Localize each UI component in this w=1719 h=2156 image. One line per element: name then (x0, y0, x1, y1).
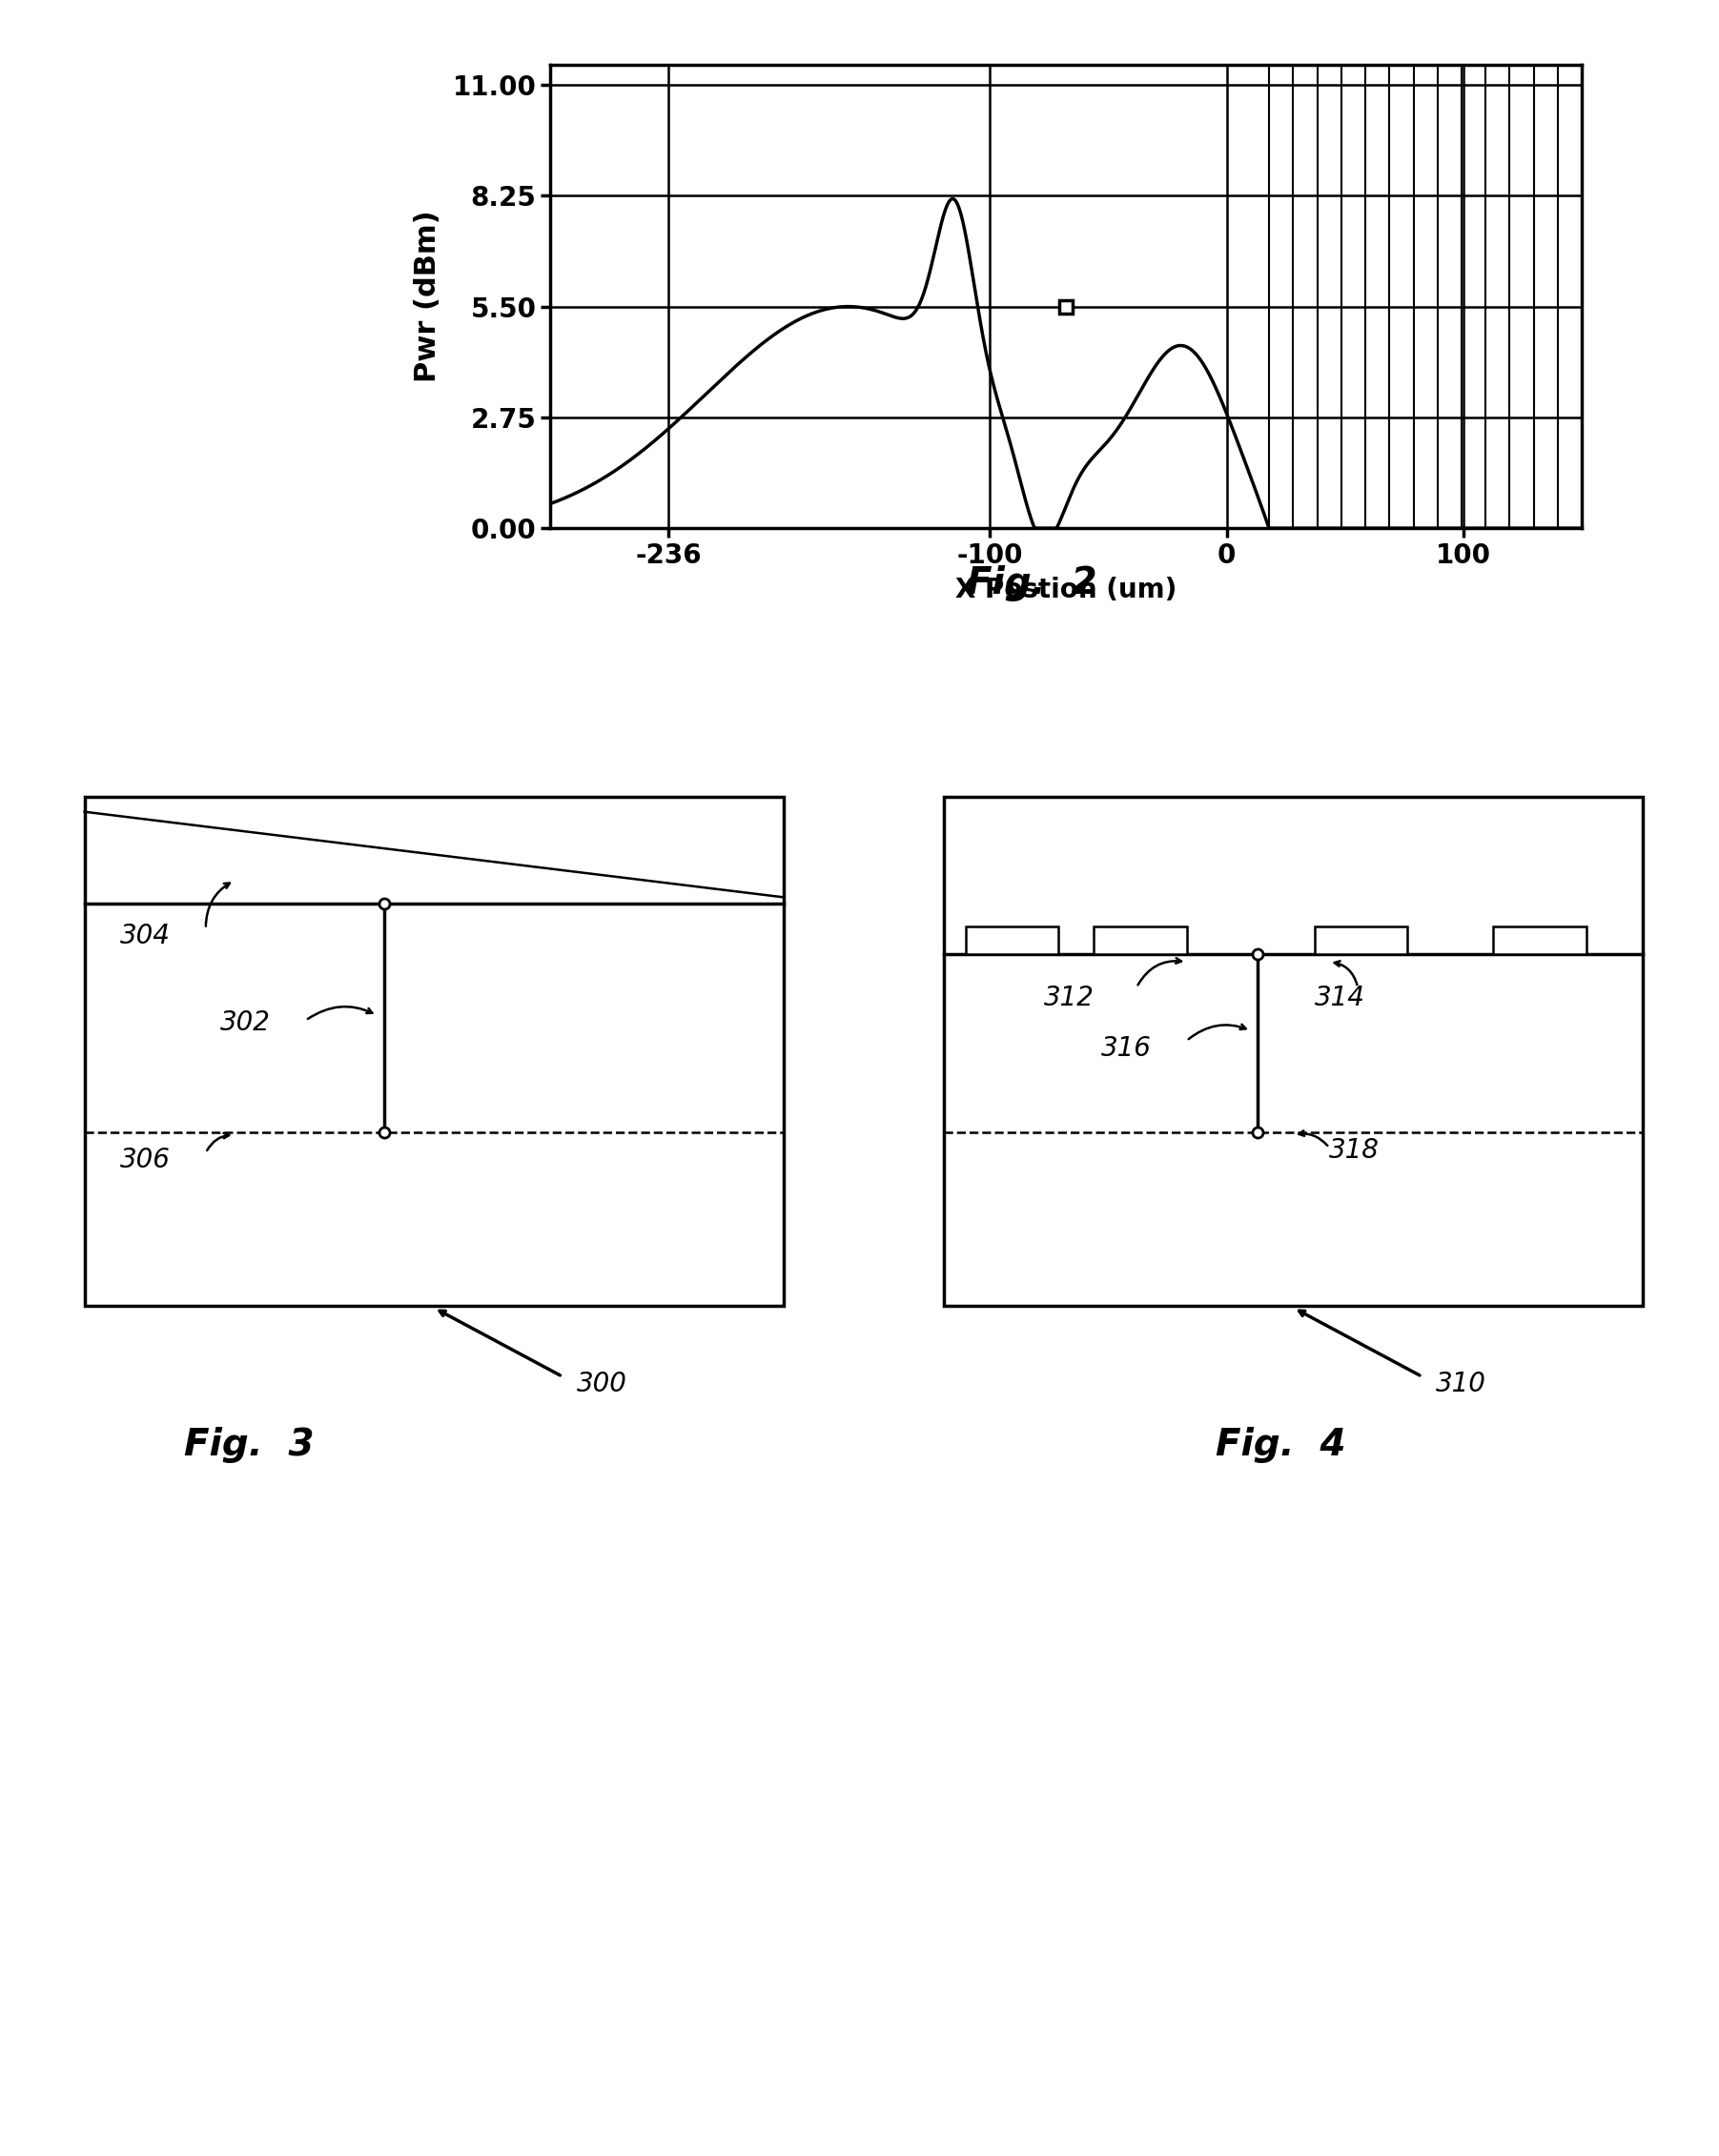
Text: 310: 310 (1437, 1371, 1487, 1397)
Bar (1494, 927, 1587, 955)
Text: Fig.  2: Fig. 2 (966, 565, 1097, 602)
Text: 300: 300 (578, 1371, 627, 1397)
Text: 312: 312 (1043, 983, 1095, 1011)
Text: 314: 314 (1315, 983, 1365, 1011)
Bar (1315, 927, 1408, 955)
Text: Fig.  3: Fig. 3 (184, 1427, 315, 1464)
Text: 304: 304 (120, 923, 170, 951)
Bar (1093, 927, 1186, 955)
Y-axis label: Pwr (dBm): Pwr (dBm) (414, 211, 442, 382)
Text: Fig.  4: Fig. 4 (1215, 1427, 1346, 1464)
X-axis label: X Postion (um): X Postion (um) (956, 578, 1176, 604)
Text: 302: 302 (220, 1009, 270, 1037)
Bar (966, 927, 1059, 955)
Text: 316: 316 (1100, 1035, 1152, 1061)
Bar (944, 796, 1643, 1304)
Text: 318: 318 (1329, 1136, 1380, 1164)
Text: 306: 306 (120, 1147, 170, 1173)
Bar (84, 796, 784, 1304)
